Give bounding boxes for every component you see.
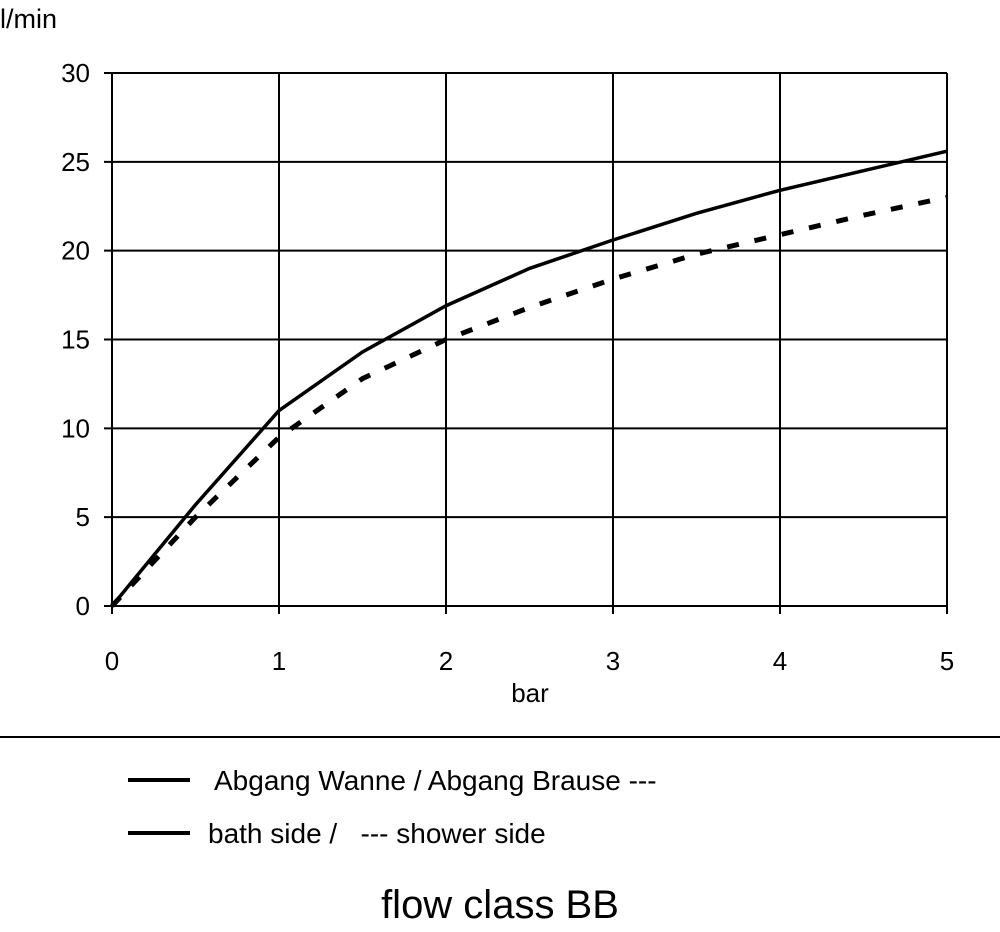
x-tick-label: 0: [105, 646, 119, 676]
x-tick-label: 2: [439, 646, 453, 676]
y-tick-label: 15: [61, 325, 90, 355]
legend-label: Abgang Wanne / Abgang Brause ---: [214, 765, 657, 796]
y-tick-label: 0: [76, 591, 90, 621]
series-line: [110, 149, 948, 608]
x-tick-label: 1: [272, 646, 286, 676]
series-line: [110, 194, 948, 608]
chart-title: flow class BB: [381, 883, 619, 927]
y-tick-label: 5: [76, 502, 90, 532]
y-tick-label: 20: [61, 236, 90, 266]
x-axis-label: bar: [511, 678, 549, 708]
x-tick-label: 5: [940, 646, 954, 676]
y-axis-label: l/min: [0, 4, 57, 34]
x-tick-label: 4: [773, 646, 787, 676]
y-tick-label: 10: [61, 413, 90, 443]
legend-label: bath side / --- shower side: [208, 818, 546, 849]
y-tick-label: 25: [61, 147, 90, 177]
x-tick-label: 3: [606, 646, 620, 676]
y-tick-label: 30: [61, 58, 90, 88]
